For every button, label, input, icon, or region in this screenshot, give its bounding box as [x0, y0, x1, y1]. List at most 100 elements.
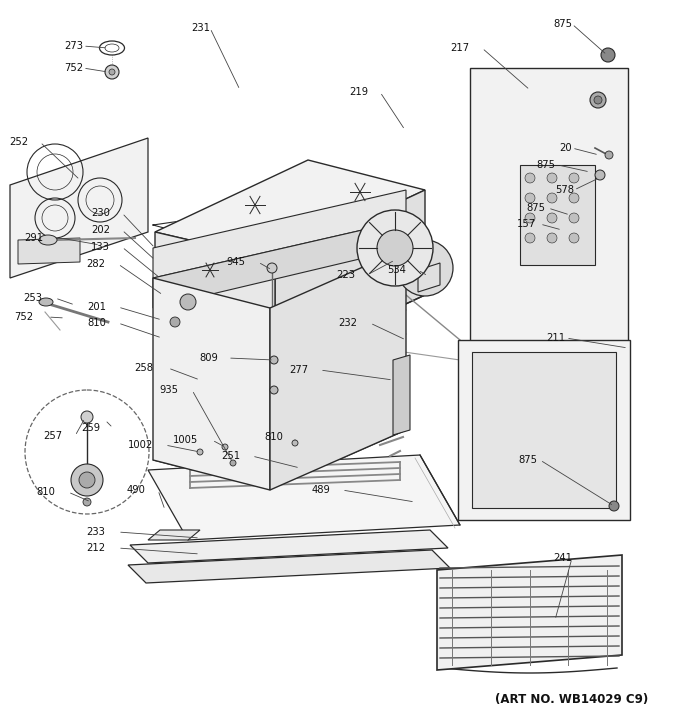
Circle shape	[525, 233, 535, 243]
Text: 273: 273	[64, 41, 83, 51]
Circle shape	[79, 472, 95, 488]
Circle shape	[83, 498, 91, 506]
Circle shape	[81, 411, 93, 423]
Circle shape	[230, 460, 236, 466]
Text: 212: 212	[86, 543, 105, 553]
Polygon shape	[275, 190, 425, 365]
Text: 935: 935	[159, 385, 178, 395]
Circle shape	[377, 230, 413, 266]
Polygon shape	[155, 160, 425, 260]
Text: 232: 232	[338, 318, 357, 328]
Ellipse shape	[39, 298, 53, 306]
Circle shape	[569, 193, 579, 203]
Text: 809: 809	[199, 353, 218, 363]
Text: 875: 875	[518, 455, 537, 465]
Circle shape	[569, 213, 579, 223]
Polygon shape	[458, 340, 630, 520]
Circle shape	[525, 193, 535, 203]
Text: 810: 810	[87, 318, 106, 328]
Text: 752: 752	[14, 312, 33, 322]
Text: 282: 282	[86, 259, 105, 269]
Circle shape	[547, 213, 557, 223]
Polygon shape	[520, 165, 595, 265]
Circle shape	[590, 92, 606, 108]
Text: 257: 257	[43, 431, 62, 441]
Circle shape	[197, 449, 203, 455]
Text: 578: 578	[555, 185, 574, 195]
Circle shape	[170, 317, 180, 327]
Polygon shape	[270, 248, 406, 490]
Text: 223: 223	[336, 270, 355, 280]
Circle shape	[594, 96, 602, 104]
Circle shape	[605, 151, 613, 159]
Circle shape	[525, 213, 535, 223]
Polygon shape	[128, 550, 450, 583]
Polygon shape	[10, 138, 148, 278]
Circle shape	[569, 233, 579, 243]
Polygon shape	[418, 263, 440, 292]
Text: 810: 810	[264, 432, 283, 442]
Ellipse shape	[39, 235, 57, 245]
Text: 1002: 1002	[128, 440, 153, 450]
Polygon shape	[155, 232, 275, 365]
Text: 233: 233	[86, 527, 105, 537]
Circle shape	[109, 69, 115, 75]
Text: 752: 752	[64, 63, 83, 73]
Text: 253: 253	[23, 293, 42, 303]
Circle shape	[222, 444, 228, 450]
Circle shape	[357, 210, 433, 286]
Text: 231: 231	[191, 23, 210, 33]
Text: 291: 291	[24, 233, 43, 243]
Polygon shape	[437, 555, 622, 670]
Circle shape	[105, 65, 119, 79]
Text: 20: 20	[560, 143, 572, 153]
Polygon shape	[148, 455, 460, 540]
Polygon shape	[153, 400, 406, 490]
Text: 259: 259	[81, 423, 100, 433]
Text: 875: 875	[553, 19, 572, 29]
Polygon shape	[153, 278, 270, 490]
Circle shape	[547, 233, 557, 243]
Circle shape	[71, 464, 103, 496]
Circle shape	[292, 440, 298, 446]
Text: 534: 534	[387, 265, 406, 275]
Polygon shape	[472, 352, 616, 508]
Text: 230: 230	[91, 208, 110, 218]
Text: 810: 810	[36, 487, 55, 497]
Circle shape	[267, 263, 277, 273]
Text: 875: 875	[536, 160, 555, 170]
Text: 217: 217	[450, 43, 469, 53]
Text: 252: 252	[9, 137, 28, 147]
Text: 251: 251	[221, 451, 240, 461]
Circle shape	[601, 48, 615, 62]
Polygon shape	[153, 190, 406, 278]
Text: 875: 875	[526, 203, 545, 213]
Text: 1005: 1005	[173, 435, 198, 445]
Text: 489: 489	[311, 485, 330, 495]
Text: 202: 202	[91, 225, 110, 235]
Text: 133: 133	[91, 242, 110, 252]
Text: 157: 157	[517, 219, 536, 229]
Text: 258: 258	[134, 363, 153, 373]
Circle shape	[180, 294, 196, 310]
Polygon shape	[18, 238, 80, 264]
Text: (ART NO. WB14029 C9): (ART NO. WB14029 C9)	[495, 694, 648, 706]
Circle shape	[525, 173, 535, 183]
Circle shape	[397, 240, 453, 296]
Circle shape	[270, 386, 278, 394]
Text: 219: 219	[349, 87, 368, 97]
Circle shape	[547, 193, 557, 203]
Circle shape	[569, 173, 579, 183]
Text: 945: 945	[226, 257, 245, 267]
Circle shape	[595, 170, 605, 180]
Polygon shape	[130, 530, 448, 563]
Text: 211: 211	[546, 333, 565, 343]
Text: 201: 201	[87, 302, 106, 312]
Text: 277: 277	[289, 365, 308, 375]
Text: 241: 241	[553, 553, 572, 563]
Circle shape	[547, 173, 557, 183]
Circle shape	[270, 356, 278, 364]
Circle shape	[609, 501, 619, 511]
Polygon shape	[393, 355, 410, 435]
Polygon shape	[153, 220, 406, 308]
